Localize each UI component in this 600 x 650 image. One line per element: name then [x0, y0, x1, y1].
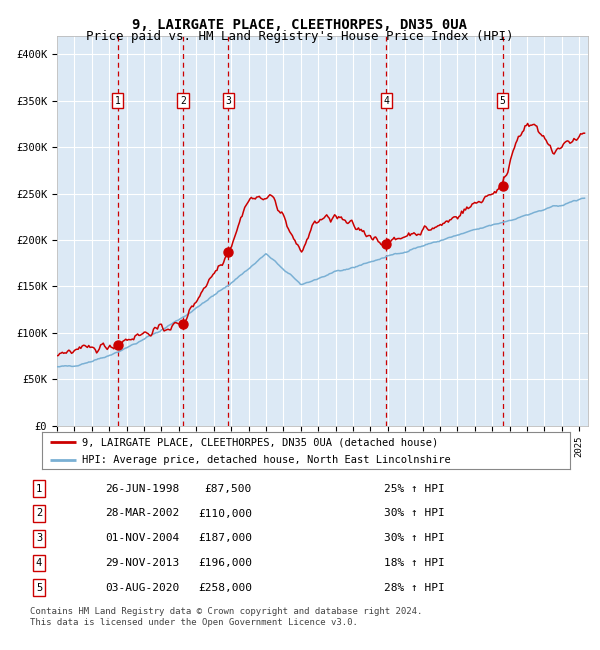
Text: £187,000: £187,000: [198, 533, 252, 543]
Text: £258,000: £258,000: [198, 582, 252, 593]
Text: 28-MAR-2002: 28-MAR-2002: [105, 508, 179, 519]
Text: Price paid vs. HM Land Registry's House Price Index (HPI): Price paid vs. HM Land Registry's House …: [86, 30, 514, 43]
Text: 1: 1: [36, 484, 42, 494]
Text: 29-NOV-2013: 29-NOV-2013: [105, 558, 179, 568]
Text: 9, LAIRGATE PLACE, CLEETHORPES, DN35 0UA (detached house): 9, LAIRGATE PLACE, CLEETHORPES, DN35 0UA…: [82, 437, 438, 447]
Text: 4: 4: [383, 96, 389, 106]
Text: HPI: Average price, detached house, North East Lincolnshire: HPI: Average price, detached house, Nort…: [82, 455, 451, 465]
Text: 30% ↑ HPI: 30% ↑ HPI: [384, 508, 445, 519]
Text: This data is licensed under the Open Government Licence v3.0.: This data is licensed under the Open Gov…: [30, 618, 358, 627]
Text: Contains HM Land Registry data © Crown copyright and database right 2024.: Contains HM Land Registry data © Crown c…: [30, 606, 422, 616]
Text: 25% ↑ HPI: 25% ↑ HPI: [384, 484, 445, 494]
Text: 9, LAIRGATE PLACE, CLEETHORPES, DN35 0UA: 9, LAIRGATE PLACE, CLEETHORPES, DN35 0UA: [133, 18, 467, 32]
Text: 18% ↑ HPI: 18% ↑ HPI: [384, 558, 445, 568]
Text: 2: 2: [180, 96, 186, 106]
Text: 01-NOV-2004: 01-NOV-2004: [105, 533, 179, 543]
Text: 2: 2: [36, 508, 42, 519]
Text: 3: 3: [226, 96, 231, 106]
Text: 28% ↑ HPI: 28% ↑ HPI: [384, 582, 445, 593]
Text: 26-JUN-1998: 26-JUN-1998: [105, 484, 179, 494]
Text: £87,500: £87,500: [205, 484, 252, 494]
Text: £196,000: £196,000: [198, 558, 252, 568]
Text: 5: 5: [36, 582, 42, 593]
Text: 03-AUG-2020: 03-AUG-2020: [105, 582, 179, 593]
Text: 4: 4: [36, 558, 42, 568]
Text: 3: 3: [36, 533, 42, 543]
Text: 30% ↑ HPI: 30% ↑ HPI: [384, 533, 445, 543]
Text: 5: 5: [500, 96, 505, 106]
Text: £110,000: £110,000: [198, 508, 252, 519]
Text: 1: 1: [115, 96, 121, 106]
